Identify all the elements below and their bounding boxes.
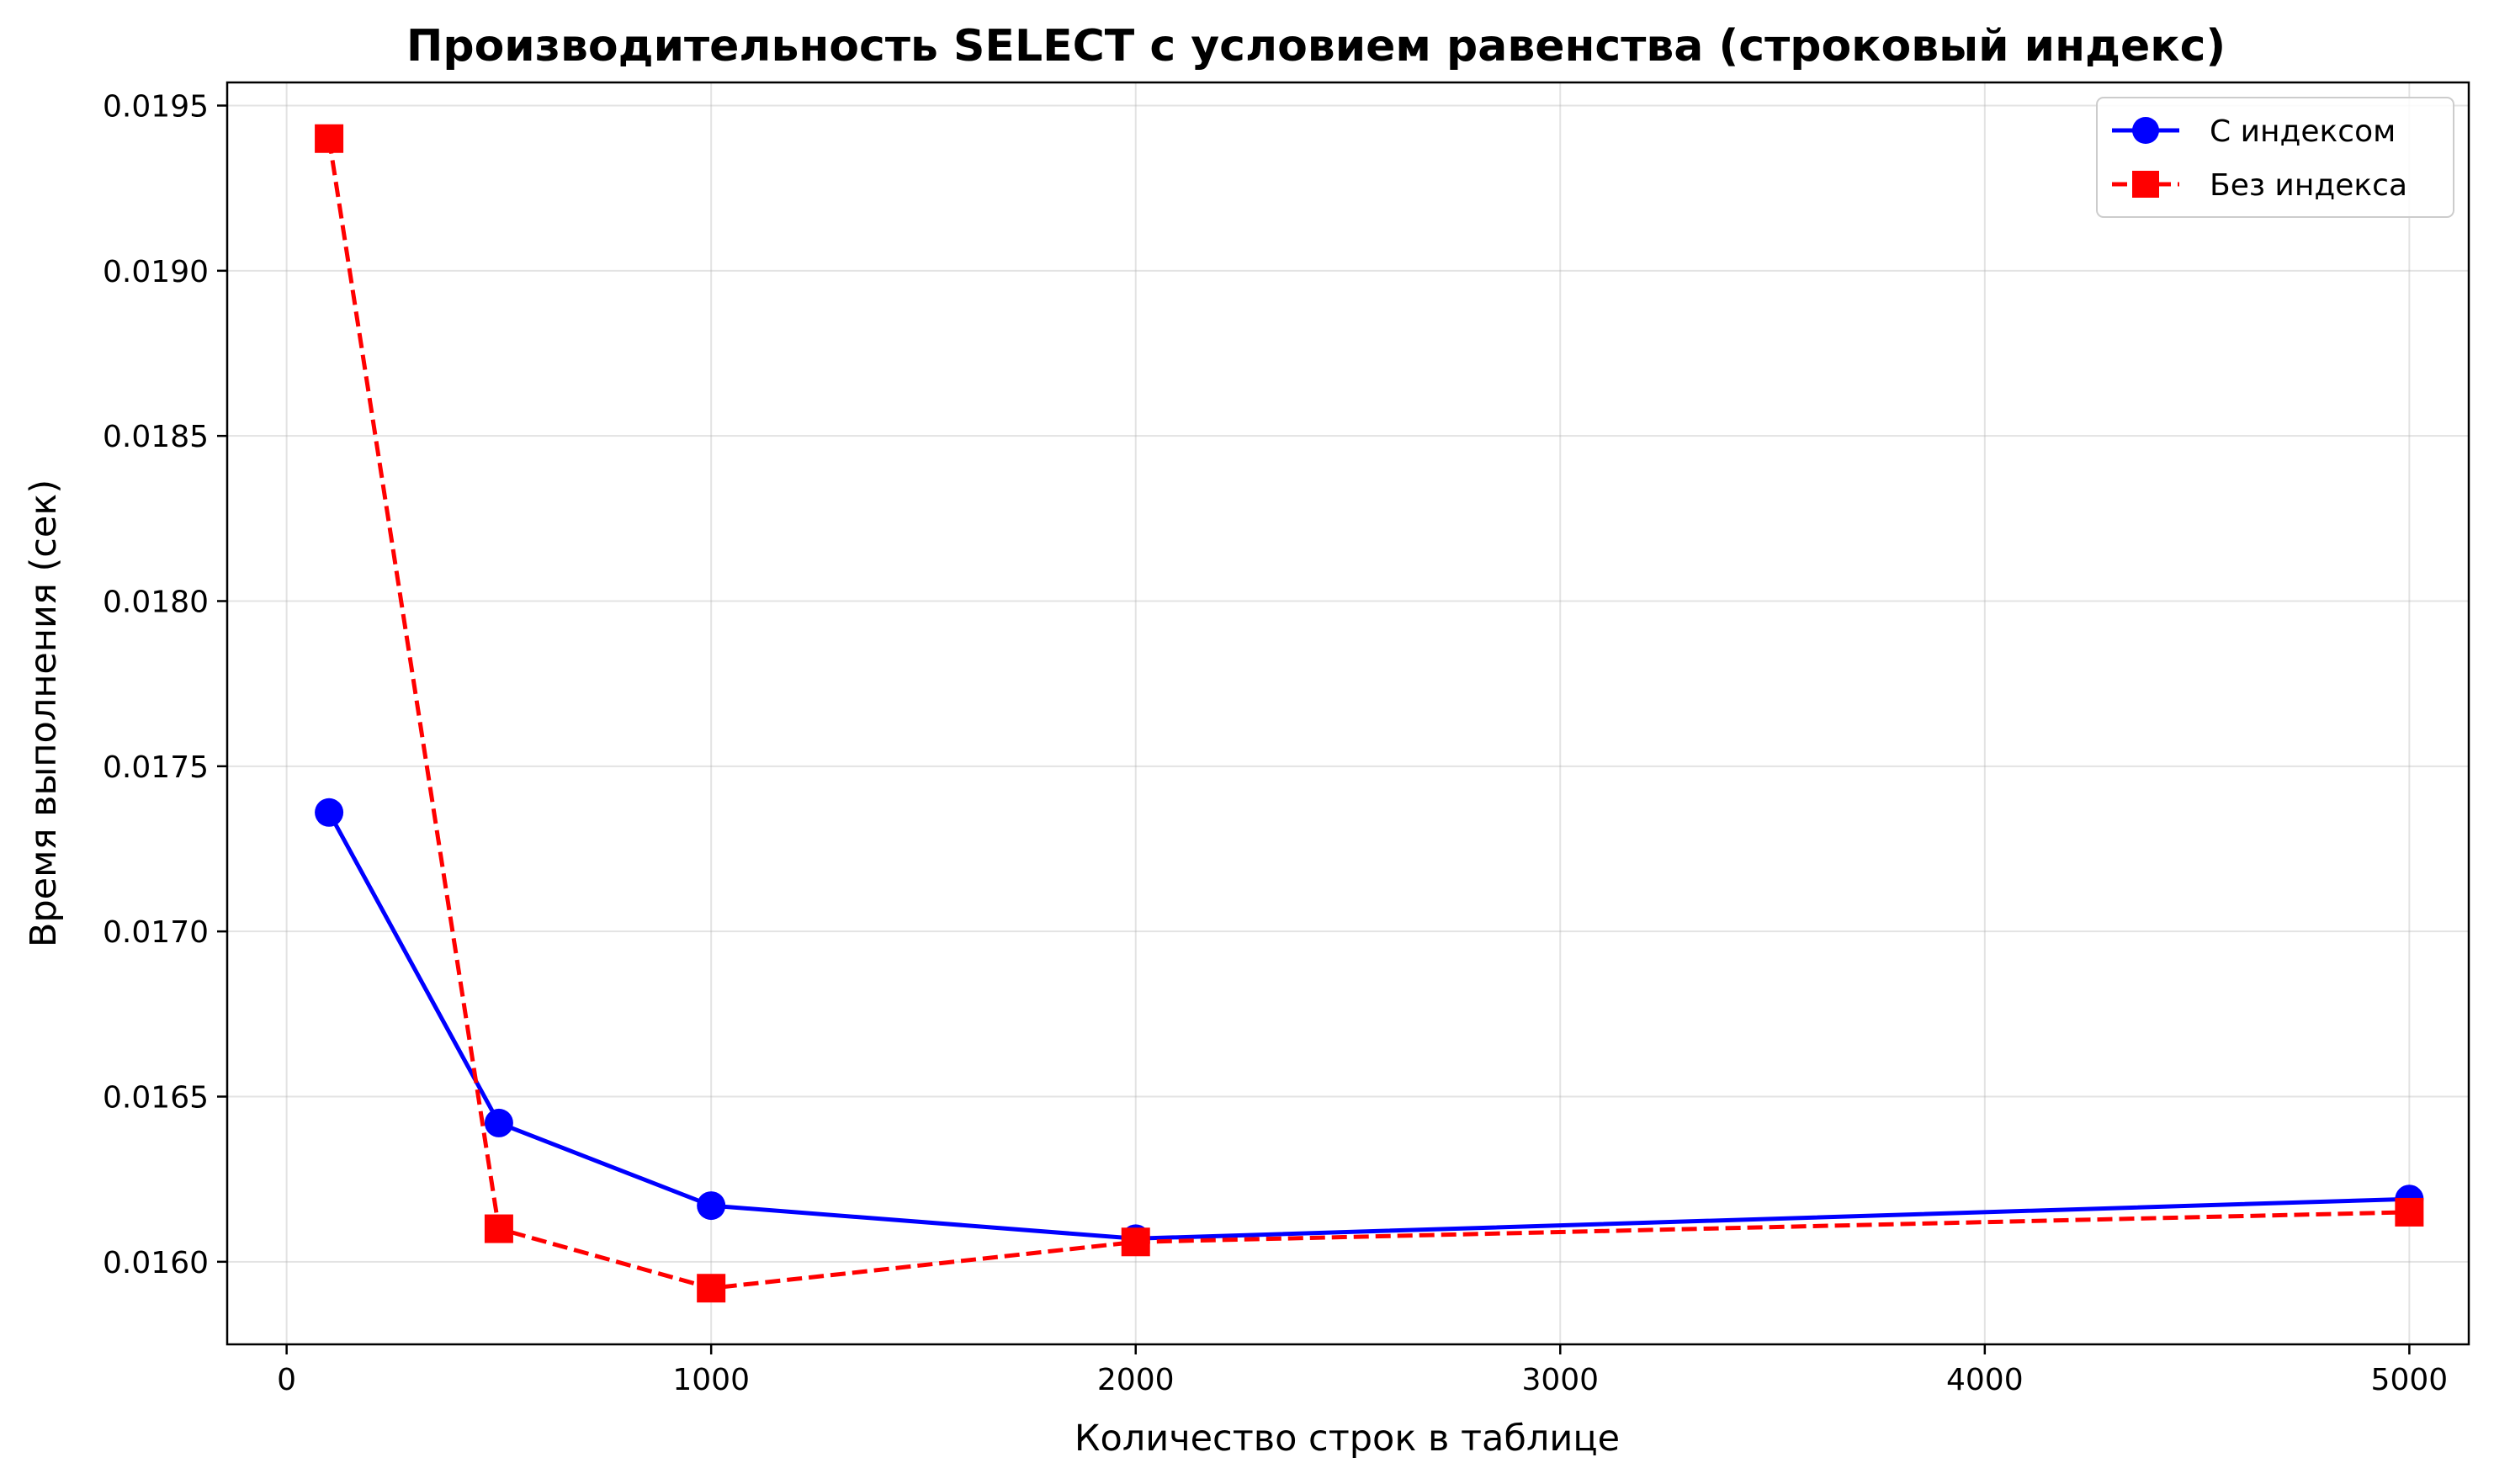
- y-tick-label: 0.0195: [103, 89, 209, 124]
- y-tick-label: 0.0165: [103, 1080, 209, 1115]
- y-tick-label: 0.0170: [103, 915, 209, 950]
- data-point-circle: [697, 1191, 726, 1221]
- plot-series: [315, 124, 2424, 1303]
- data-point-circle: [315, 798, 344, 827]
- y-tick-label: 0.0185: [103, 420, 209, 454]
- legend-marker-without-index: [2132, 171, 2159, 198]
- legend-label-with-index: С индексом: [2210, 114, 2396, 149]
- plot-frame: [226, 81, 2470, 1346]
- data-point-circle: [484, 1108, 513, 1137]
- y-axis-label: Время выполнения (сек): [23, 480, 65, 947]
- legend: С индексом Без индекса: [2096, 97, 2454, 218]
- series-line-1: [326, 138, 2410, 1291]
- chart-title: Производительность SELECT с условием рав…: [406, 21, 2226, 72]
- grid: [227, 82, 2469, 1344]
- legend-marker-with-index: [2132, 117, 2159, 144]
- data-point-square: [697, 1274, 726, 1303]
- y-tick-label: 0.0190: [103, 255, 209, 289]
- x-axis-label: Количество строк в таблице: [1075, 1418, 1620, 1460]
- legend-label-without-index: Без индекса: [2210, 168, 2407, 203]
- data-point-square: [484, 1214, 513, 1243]
- axis-ticks: 0 1000 2000 3000 4000 5000 0.0160 0.0165 0.0170 0…: [103, 89, 2448, 1397]
- series-line-0: [326, 811, 2410, 1241]
- y-tick-label: 0.0175: [103, 750, 209, 785]
- data-point-square: [315, 124, 344, 153]
- x-tick-label: 0: [277, 1363, 296, 1397]
- legend-box: [2096, 97, 2454, 218]
- y-tick-label: 0.0160: [103, 1246, 209, 1280]
- x-tick-label: 1000: [672, 1363, 750, 1397]
- x-tick-label: 4000: [1946, 1363, 2024, 1397]
- x-tick-label: 3000: [1521, 1363, 1599, 1397]
- data-point-square: [2395, 1197, 2424, 1227]
- x-tick-label: 2000: [1097, 1363, 1175, 1397]
- data-point-square: [1121, 1227, 1150, 1257]
- x-tick-label: 5000: [2371, 1363, 2449, 1397]
- y-tick-label: 0.0180: [103, 585, 209, 619]
